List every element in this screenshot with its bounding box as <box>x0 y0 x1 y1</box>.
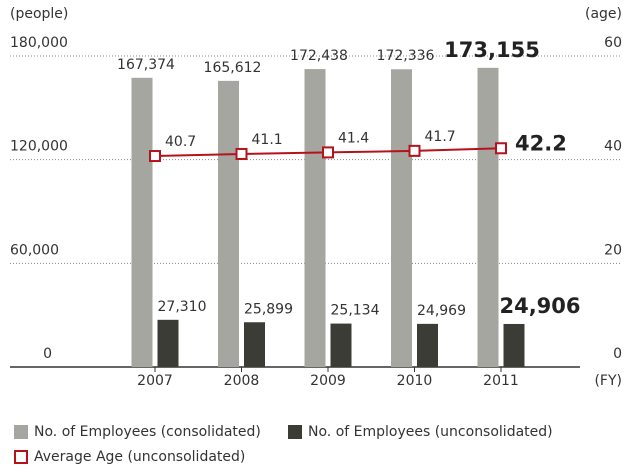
data-label: 25,134 <box>331 303 380 319</box>
y-tick-label: 180,000 <box>10 35 68 51</box>
x-tick-label: 2009 <box>310 373 346 389</box>
data-label: 41.1 <box>252 132 283 148</box>
legend-label: No. of Employees (unconsolidated) <box>308 424 553 440</box>
x-tick-label: 2010 <box>397 373 433 389</box>
legend-label: No. of Employees (consolidated) <box>34 424 261 440</box>
bar <box>391 69 412 367</box>
y2-axis-label: (age) <box>585 6 622 22</box>
bar <box>157 319 179 367</box>
y-axis-label: (people) <box>10 6 68 22</box>
y-tick-label: 120,000 <box>10 139 68 155</box>
y-tick-label: 60,000 <box>10 242 59 258</box>
bar <box>330 323 352 367</box>
bar <box>503 323 525 367</box>
marker <box>322 146 334 159</box>
bar <box>131 77 153 368</box>
y2-tick-label: 60 <box>604 35 622 51</box>
x-tick-label: 2011 <box>483 373 519 389</box>
marker <box>235 147 248 160</box>
data-label: 27,310 <box>158 299 207 315</box>
data-label: 41.7 <box>425 129 456 145</box>
data-label: 25,899 <box>244 301 293 317</box>
data-label: 165,612 <box>204 60 262 76</box>
data-label: 42.2 <box>515 131 567 155</box>
legend-swatch <box>14 450 28 464</box>
y-tick-label: 0 <box>43 346 52 362</box>
y2-tick-label: 40 <box>604 139 622 155</box>
legend-label: Average Age (unconsolidated) <box>34 449 245 465</box>
bar <box>304 69 326 367</box>
bar <box>477 67 499 368</box>
marker <box>408 144 421 157</box>
y2-tick-label: 0 <box>613 346 622 362</box>
data-label: 41.4 <box>338 130 369 146</box>
bar <box>244 322 265 367</box>
bar <box>218 80 239 368</box>
legend-swatch <box>288 425 302 439</box>
marker <box>149 150 161 163</box>
data-label: 173,155 <box>444 38 540 62</box>
marker <box>495 142 507 155</box>
data-label: 24,969 <box>417 303 466 319</box>
bar <box>417 323 438 367</box>
x-tick-label: 2008 <box>224 373 260 389</box>
data-label: 172,336 <box>377 48 435 64</box>
data-label: 167,374 <box>117 57 175 73</box>
x-tick-label: 2007 <box>137 373 173 389</box>
y2-tick-label: 20 <box>604 242 622 258</box>
data-label: 24,906 <box>499 294 580 318</box>
data-label: 172,438 <box>290 48 348 64</box>
x-axis-label: (FY) <box>594 373 622 389</box>
data-label: 40.7 <box>165 134 196 150</box>
legend-swatch <box>14 425 28 439</box>
